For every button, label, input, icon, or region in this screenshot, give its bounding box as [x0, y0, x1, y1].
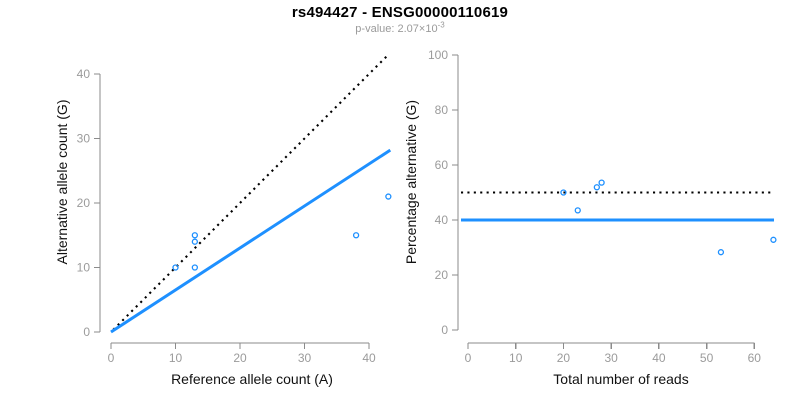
x-tick-label: 30 [604, 351, 618, 365]
x-tick-label: 20 [233, 351, 247, 365]
y-tick-label: 10 [77, 261, 91, 275]
data-point [191, 264, 199, 271]
data-point [770, 236, 777, 243]
x-tick-label: 50 [700, 351, 714, 365]
data-point [593, 184, 600, 191]
y-axis-title: Alternative allele count (G) [54, 100, 70, 265]
y-tick-label: 60 [435, 158, 449, 172]
y-tick-label: 0 [441, 323, 448, 337]
y-tick-label: 20 [77, 196, 91, 210]
x-tick-label: 0 [465, 351, 472, 365]
x-tick-label: 20 [557, 351, 571, 365]
identity-line [112, 55, 388, 331]
allele-counts-panel: 0 10 20 30 40 0 10 20 30 40 Reference allele count… [54, 55, 392, 387]
x-axis-title: Total number of reads [553, 371, 688, 387]
x-tick-label: 10 [509, 351, 523, 365]
x-tick-label: 10 [169, 351, 183, 365]
y-tick-label: 40 [435, 213, 449, 227]
plot-subtitle: p-value: 2.07×10-3 [0, 20, 800, 35]
x-tick-label: 40 [652, 351, 666, 365]
pvalue-prefix: p-value: [355, 23, 398, 35]
y-tick-label: 20 [435, 268, 449, 282]
percentage-vs-reads-panel: 0 20 40 60 80 100 0 10 20 30 40 50 60 Total number of… [403, 48, 777, 387]
y-tick-label: 30 [77, 132, 91, 146]
data-point [560, 189, 567, 196]
data-point [191, 232, 199, 239]
y-tick-label: 80 [435, 103, 449, 117]
y-tick-label: 100 [428, 48, 448, 62]
data-point [598, 179, 605, 186]
x-tick-label: 30 [298, 351, 312, 365]
plot-title: rs494427 - ENSG00000110619 [291, 4, 509, 21]
figure-header: rs494427 - ENSG00000110619 p-value: 2.07… [0, 4, 800, 35]
x-axis-title: Reference allele count (A) [171, 371, 333, 387]
fit-line [110, 148, 392, 334]
y-tick-label: 0 [83, 325, 90, 339]
data-point [717, 249, 725, 256]
x-tick-label: 60 [748, 351, 762, 365]
data-point [574, 207, 581, 214]
x-tick-label: 40 [362, 351, 376, 365]
pvalue-base: 2.07×10 [397, 23, 438, 35]
data-point [385, 193, 392, 200]
x-tick-label: 0 [108, 351, 115, 365]
y-tick-label: 40 [77, 67, 91, 81]
y-axis-title: Percentage alternative (G) [403, 100, 419, 264]
pvalue-exponent: -3 [437, 20, 445, 30]
data-point [352, 232, 360, 239]
data-point [191, 238, 199, 245]
data-point [172, 264, 179, 271]
